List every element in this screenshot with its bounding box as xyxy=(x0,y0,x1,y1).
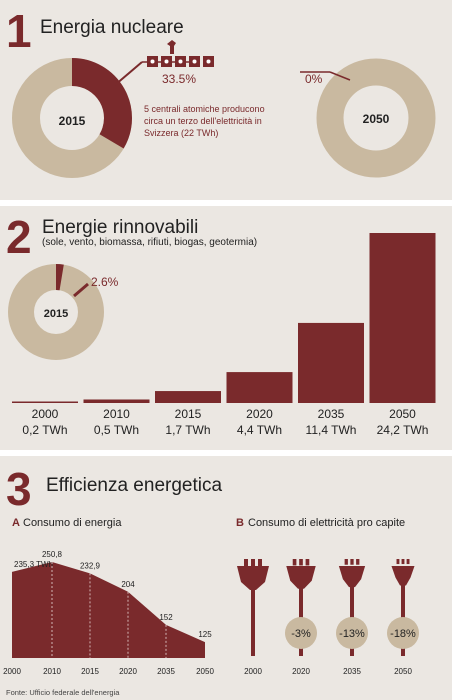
section-subtitle: (sole, vento, biomassa, rifiuti, biogas,… xyxy=(42,237,258,248)
area-year-label: 2015 xyxy=(81,667,99,676)
nuclear-graphic: 2015 33.5% 5 centrali atomiche producono… xyxy=(12,40,436,178)
area-value-label: 250,8 xyxy=(42,550,63,559)
plug-year-label: 2020 xyxy=(292,667,310,676)
area-year-label: 2050 xyxy=(196,667,214,676)
bar-value-label: 0,2 TWh xyxy=(22,423,67,437)
plant-symbol xyxy=(178,59,183,64)
bar-year-label: 2050 xyxy=(389,407,416,421)
plant-symbol xyxy=(192,59,197,64)
energy-consumption-area: 235,3 TWh 2000 250,8 2010 232,9 2015 204 2020 15… xyxy=(3,550,214,676)
renewables-chart: 2015 2.6% 2000 0,2 TWh 2010 0,5 TWh 2015 1,7 … xyxy=(8,233,436,437)
efficiency-charts: A Consumo di energia B Consumo di elettr… xyxy=(3,517,419,676)
renewables-bars: 2000 0,2 TWh 2010 0,5 TWh 2015 1,7 TWh 2020 4,4… xyxy=(12,233,436,437)
chart-b-title: Consumo di elettricità pro capite xyxy=(248,517,405,529)
reduction-circle xyxy=(387,617,419,649)
nuclear-plant-icon xyxy=(175,56,186,67)
area-value-label: 235,3 TWh xyxy=(14,560,53,569)
leader-line xyxy=(114,61,143,86)
nuclear-plant-icons xyxy=(147,40,214,67)
plug-body xyxy=(391,566,415,586)
plug-year-label: 2000 xyxy=(244,667,262,676)
reduction-label: -18% xyxy=(390,628,416,640)
bar-2020 xyxy=(226,372,293,403)
plug-year-label: 2035 xyxy=(343,667,361,676)
share-2050-label: 0% xyxy=(305,72,323,86)
section-renewables: 2 Energie rinnovabili (sole, vento, biom… xyxy=(0,206,452,450)
plug-body xyxy=(338,566,366,588)
share-2015-label: 33.5% xyxy=(162,72,196,86)
note-line-3: Svizzera (22 TWh) xyxy=(144,128,218,138)
area-year-label: 2010 xyxy=(43,667,61,676)
section-efficiency: 3 Efficienza energetica A Consumo di ene… xyxy=(0,456,452,700)
bar-2050 xyxy=(369,233,436,403)
plant-symbol xyxy=(164,59,169,64)
area-year-label: 2000 xyxy=(3,667,21,676)
plug-icon: -13% 2035 xyxy=(336,559,368,676)
note-line-1: 5 centrali atomiche producono xyxy=(144,104,265,114)
donut-2015-slice xyxy=(71,58,132,149)
reduction-label: -3% xyxy=(291,628,311,640)
nuclear-plant-icon xyxy=(189,56,200,67)
donut-renewables-year: 2015 xyxy=(44,308,68,320)
chart-a-title: Consumo di energia xyxy=(23,517,122,529)
reduction-circle xyxy=(336,617,368,649)
donut-2015 xyxy=(12,58,132,178)
area-year-label: 2020 xyxy=(119,667,137,676)
chart-a-letter: A xyxy=(12,517,20,529)
section-title: Energie rinnovabili xyxy=(42,217,199,238)
plug-icon: 2000 xyxy=(237,559,269,676)
plug-icon: -18% 2050 xyxy=(387,559,419,676)
area-shape xyxy=(12,562,205,658)
bar-value-label: 4,4 TWh xyxy=(237,423,282,437)
bar-2035 xyxy=(298,322,364,403)
plant-symbol xyxy=(206,59,211,64)
bar-year-label: 2000 xyxy=(32,407,59,421)
reduction-circle xyxy=(285,617,317,649)
plant-symbol xyxy=(150,59,155,64)
bar-value-label: 11,4 TWh xyxy=(306,423,357,437)
area-value-label: 204 xyxy=(121,580,135,589)
donut-2015-year: 2015 xyxy=(59,114,86,128)
section-title: Efficienza energetica xyxy=(46,475,223,496)
bar-2015 xyxy=(155,391,221,403)
leader-line xyxy=(73,282,89,298)
note-line-2: circa un terzo dell'elettricità in xyxy=(144,116,262,126)
reduction-label: -13% xyxy=(339,628,365,640)
nuclear-plant-icon xyxy=(161,56,172,67)
section-title: Energia nucleare xyxy=(40,17,184,38)
area-value-label: 125 xyxy=(198,630,212,639)
section-nuclear: 1 Energia nucleare 2015 33.5% 5 centrali… xyxy=(0,0,452,200)
section-number: 2 xyxy=(6,211,32,263)
share-renewables-label: 2.6% xyxy=(91,275,119,289)
chart-b-letter: B xyxy=(236,517,244,529)
donut-2050-year: 2050 xyxy=(363,112,390,126)
plug-year-label: 2050 xyxy=(394,667,412,676)
plug-body xyxy=(237,566,269,590)
plug-icon: -3% 2020 xyxy=(285,559,317,676)
area-value-label: 152 xyxy=(159,613,173,622)
section-number: 3 xyxy=(6,463,32,515)
leader-line xyxy=(329,71,351,81)
source-note: Fonte: Ufficio federale dell'energia xyxy=(6,688,120,697)
area-value-label: 232,9 xyxy=(80,561,101,570)
donut-renewables-2015 xyxy=(8,264,104,360)
bar-year-label: 2010 xyxy=(103,407,130,421)
bar-year-label: 2020 xyxy=(246,407,273,421)
donut-2050 xyxy=(316,58,436,178)
bar-2000 xyxy=(12,401,78,403)
electricity-plugs: 2000 -3% 2020 -13% 2035 -18% 2050 xyxy=(237,559,419,676)
bar-value-label: 24,2 TWh xyxy=(377,423,429,437)
bar-year-label: 2015 xyxy=(175,407,202,421)
nuclear-plant-icon xyxy=(147,56,158,67)
bar-value-label: 1,7 TWh xyxy=(165,423,210,437)
bar-value-label: 0,5 TWh xyxy=(94,423,139,437)
bar-year-label: 2035 xyxy=(318,407,345,421)
plug-body xyxy=(286,566,316,589)
section-number: 1 xyxy=(6,5,32,57)
area-year-label: 2035 xyxy=(157,667,175,676)
bar-2010 xyxy=(83,399,150,403)
nuclear-plant-icon xyxy=(203,56,214,67)
cooling-tower-icon xyxy=(167,40,176,54)
